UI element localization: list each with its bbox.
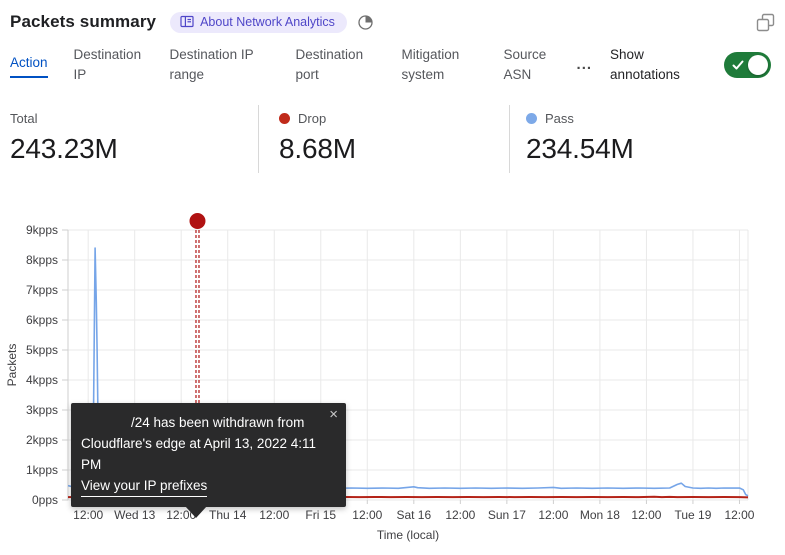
tooltip-text-line2: Cloudflare's edge at April 13, 2022 4:11… [81,436,316,472]
svg-text:4kpps: 4kpps [26,373,58,387]
svg-text:Wed 13: Wed 13 [114,508,155,522]
divider [509,105,510,173]
tab-mitigation-system[interactable]: Mitigation system [401,47,460,82]
svg-text:12:00: 12:00 [445,508,475,522]
tab-source-asn[interactable]: Source ASN [503,47,547,82]
svg-text:1kpps: 1kpps [26,463,58,477]
svg-text:Packets: Packets [5,344,19,387]
stat-pass: Pass 234.54M [510,105,634,173]
svg-text:Tue 19: Tue 19 [674,508,711,522]
svg-text:2kpps: 2kpps [26,433,58,447]
svg-text:12:00: 12:00 [538,508,568,522]
svg-text:9kpps: 9kpps [26,223,58,237]
svg-text:12:00: 12:00 [724,508,754,522]
svg-text:5kpps: 5kpps [26,343,58,357]
annotation-tooltip: × /24 has been withdrawn from Cloudflare… [71,403,346,518]
stat-value-drop: 8.68M [279,133,356,164]
tab-action[interactable]: Action [10,53,48,78]
svg-text:12:00: 12:00 [631,508,661,522]
header: Packets summary About Network Analytics [10,8,775,36]
svg-text:3kpps: 3kpps [26,403,58,417]
tab-destination-ip-range[interactable]: Destination IP range [169,47,254,82]
svg-text:12:00: 12:00 [73,508,103,522]
svg-text:12:00: 12:00 [259,508,289,522]
tab-destination-port[interactable]: Destination port [295,47,364,82]
svg-text:Time (local): Time (local) [377,528,439,542]
svg-text:Fri 15: Fri 15 [305,508,336,522]
show-annotations-toggle[interactable] [724,52,771,78]
svg-text:8kpps: 8kpps [26,253,58,267]
stat-value-total: 243.23M [10,133,118,164]
stat-label: Pass [545,111,574,126]
more-tabs-icon[interactable]: ... [576,56,593,73]
stat-total: Total 243.23M [10,105,258,173]
tab-destination-ip[interactable]: Destination IP [73,47,142,82]
svg-text:Thu 14: Thu 14 [209,508,247,522]
view-ip-prefixes-link[interactable]: View your IP prefixes [81,475,208,497]
tooltip-text-line1: /24 has been withdrawn from [131,415,305,430]
expand-window-icon[interactable] [756,13,775,32]
dimension-tabs: Action Destination IP Destination IP ran… [10,45,771,85]
close-icon[interactable]: × [329,406,338,423]
stat-value-pass: 234.54M [526,133,634,164]
svg-text:12:00: 12:00 [352,508,382,522]
stat-label: Drop [298,111,327,126]
pass-legend-dot [526,113,537,124]
drop-legend-dot [279,113,290,124]
summary-stats: Total 243.23M Drop 8.68M Pass 234.54M [10,105,775,173]
badge-label: About Network Analytics [200,14,335,29]
page-title: Packets summary [10,12,157,31]
svg-text:Mon 18: Mon 18 [580,508,620,522]
stat-label: Total [10,111,38,126]
svg-text:Sat 16: Sat 16 [396,508,431,522]
time-period-icon[interactable] [357,14,374,31]
svg-text:0pps: 0pps [32,493,58,507]
svg-text:7kpps: 7kpps [26,283,58,297]
toggle-knob [748,55,768,75]
book-icon [180,15,194,28]
divider [258,105,259,173]
about-network-analytics-badge[interactable]: About Network Analytics [170,11,347,33]
stat-drop: Drop 8.68M [259,105,509,173]
show-annotations-label: Show annotations [610,47,680,82]
check-icon [732,58,744,70]
svg-text:Sun 17: Sun 17 [488,508,526,522]
svg-text:6kpps: 6kpps [26,313,58,327]
